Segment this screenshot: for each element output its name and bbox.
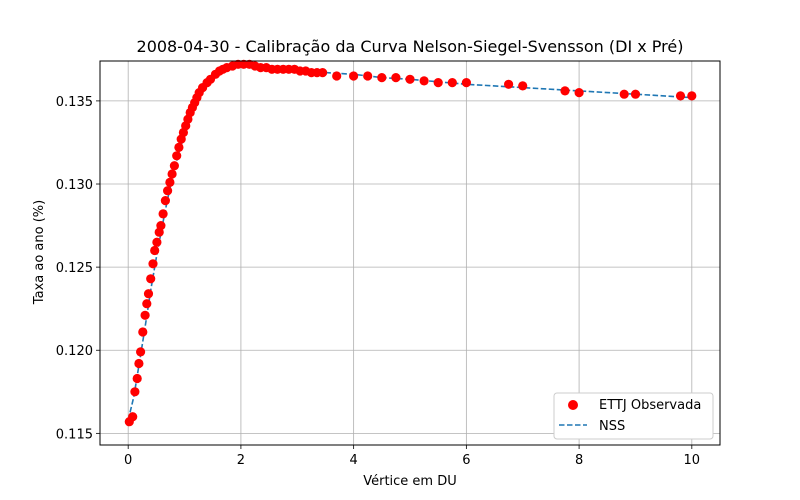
observed-point <box>138 327 148 337</box>
observed-point <box>165 177 175 187</box>
observed-point <box>146 274 156 284</box>
observed-point <box>169 161 179 171</box>
legend-box <box>553 392 714 440</box>
observed-point <box>158 209 168 219</box>
observed-point <box>152 237 162 247</box>
legend: ETTJ Observada NSS <box>553 392 714 440</box>
plot-frame <box>99 60 721 446</box>
observed-point <box>518 81 528 91</box>
observed-point <box>433 78 443 88</box>
x-axis-label: Vértice em DU <box>363 474 457 489</box>
observed-point <box>156 221 166 231</box>
observed-point <box>419 76 429 86</box>
observed-point <box>405 74 415 84</box>
observed-point <box>619 89 629 99</box>
y-axis-ticks: 0.115 0.120 0.125 0.130 0.135 <box>56 95 100 442</box>
observed-point <box>391 73 401 83</box>
legend-label-nss: NSS <box>599 419 625 434</box>
observed-point <box>461 78 471 88</box>
observed-point <box>160 196 170 206</box>
observed-point <box>140 310 150 320</box>
observed-point <box>132 373 142 384</box>
observed-point <box>150 245 160 256</box>
observed-point <box>148 259 158 269</box>
y-tick-label: 0.135 <box>56 95 93 110</box>
observed-point <box>136 347 146 357</box>
observed-point <box>447 78 457 88</box>
observed-point <box>504 79 514 89</box>
y-tick-label: 0.130 <box>56 178 93 193</box>
x-tick-label: 0 <box>124 453 132 468</box>
x-axis-ticks: 0 2 4 6 8 10 <box>124 445 700 468</box>
legend-marker-observed <box>568 400 578 410</box>
y-tick-label: 0.125 <box>56 261 93 276</box>
observed-point <box>143 289 154 299</box>
observed-point <box>332 71 342 81</box>
observed-point <box>630 89 641 99</box>
observed-point <box>128 412 138 422</box>
x-tick-label: 8 <box>575 453 583 468</box>
observed-point <box>675 91 686 101</box>
x-tick-label: 6 <box>462 453 470 468</box>
observed-point <box>142 299 152 309</box>
x-tick-label: 2 <box>237 453 245 468</box>
observed-point <box>163 186 173 196</box>
observed-point <box>318 68 328 78</box>
observed-point <box>130 387 140 397</box>
observed-points-layer <box>124 59 697 427</box>
observed-point <box>349 71 359 81</box>
observed-point <box>167 169 177 179</box>
observed-point <box>174 142 184 152</box>
x-tick-label: 10 <box>684 453 701 468</box>
observed-point <box>377 73 387 83</box>
chart-title: 2008-04-30 - Calibração da Curva Nelson-… <box>137 37 684 56</box>
observed-point <box>560 86 570 96</box>
y-tick-label: 0.115 <box>56 427 93 442</box>
legend-label-observed: ETTJ Observada <box>599 398 701 413</box>
observed-point <box>363 71 373 81</box>
observed-point <box>574 88 584 98</box>
observed-point <box>687 91 697 101</box>
observed-point <box>172 151 182 161</box>
y-tick-label: 0.120 <box>56 344 93 359</box>
observed-point <box>134 358 144 369</box>
y-axis-label: Taxa ao ano (%) <box>32 200 47 305</box>
x-tick-label: 4 <box>349 453 357 468</box>
